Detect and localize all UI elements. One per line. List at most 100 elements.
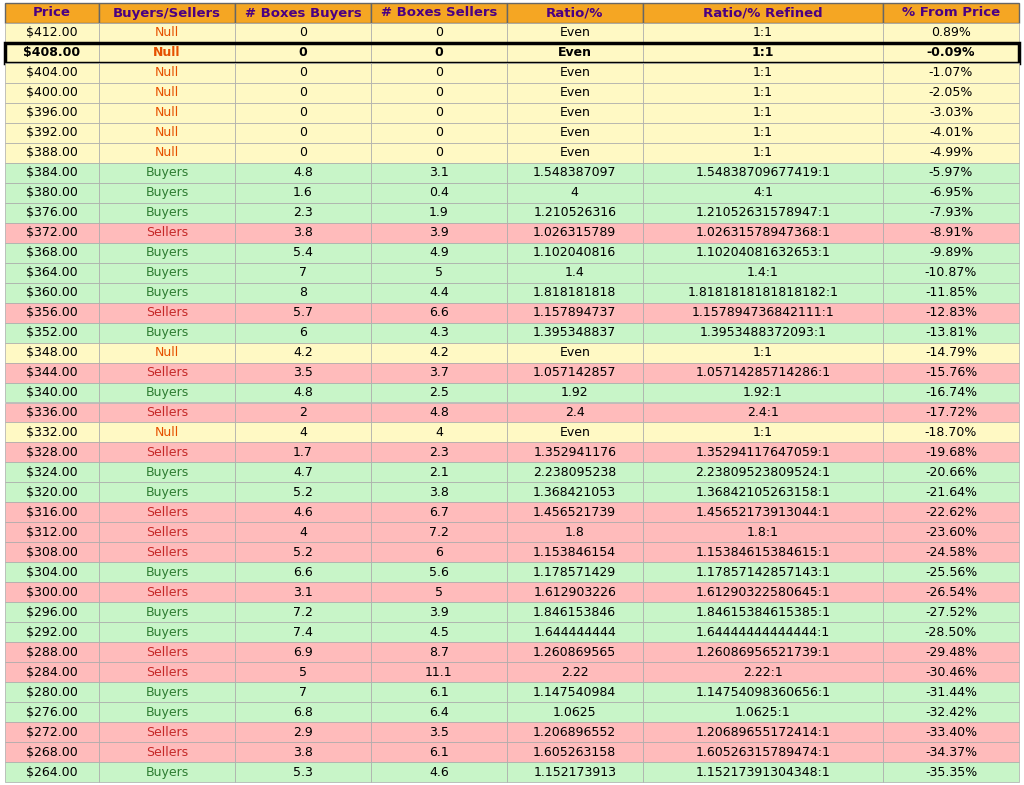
Bar bbox=[5, 143, 99, 162]
Bar bbox=[99, 243, 234, 263]
Bar bbox=[371, 742, 507, 762]
Text: 1.45652173913044:1: 1.45652173913044:1 bbox=[695, 506, 830, 519]
Bar bbox=[5, 63, 99, 83]
Text: Even: Even bbox=[559, 126, 590, 140]
Text: 5.4: 5.4 bbox=[293, 246, 313, 259]
Bar bbox=[507, 43, 643, 63]
Bar bbox=[99, 43, 234, 63]
Text: 0: 0 bbox=[299, 27, 307, 39]
Text: 0.89%: 0.89% bbox=[931, 27, 971, 39]
Text: 1.0625: 1.0625 bbox=[553, 706, 597, 718]
Text: 0: 0 bbox=[299, 107, 307, 119]
Text: $344.00: $344.00 bbox=[27, 366, 78, 379]
Bar bbox=[371, 602, 507, 623]
Bar bbox=[883, 162, 1019, 183]
Bar bbox=[234, 263, 371, 283]
Bar bbox=[507, 462, 643, 483]
Text: -0.09%: -0.09% bbox=[927, 46, 975, 60]
Bar bbox=[507, 183, 643, 203]
Bar bbox=[371, 363, 507, 382]
Bar bbox=[883, 562, 1019, 582]
Bar bbox=[234, 722, 371, 742]
Bar bbox=[5, 43, 1019, 63]
Bar bbox=[5, 203, 99, 223]
Bar bbox=[883, 63, 1019, 83]
Bar bbox=[234, 742, 371, 762]
Text: 5: 5 bbox=[299, 666, 307, 679]
Bar bbox=[883, 682, 1019, 702]
Text: 1.395348837: 1.395348837 bbox=[534, 326, 616, 339]
Text: 6.1: 6.1 bbox=[429, 685, 449, 699]
Text: Buyers: Buyers bbox=[145, 386, 188, 399]
Bar bbox=[5, 403, 99, 422]
Text: Null: Null bbox=[155, 67, 179, 79]
Bar bbox=[883, 203, 1019, 223]
Bar bbox=[371, 342, 507, 363]
Bar bbox=[5, 443, 99, 462]
Bar bbox=[643, 443, 883, 462]
Bar bbox=[234, 602, 371, 623]
Text: 1.17857142857143:1: 1.17857142857143:1 bbox=[695, 566, 830, 579]
Text: -19.68%: -19.68% bbox=[925, 446, 977, 459]
Text: 0: 0 bbox=[299, 146, 307, 159]
Bar bbox=[99, 3, 234, 23]
Text: 1.35294117647059:1: 1.35294117647059:1 bbox=[695, 446, 830, 459]
Text: -4.01%: -4.01% bbox=[929, 126, 973, 140]
Bar bbox=[371, 623, 507, 642]
Bar bbox=[99, 162, 234, 183]
Text: -34.37%: -34.37% bbox=[925, 746, 977, 758]
Text: -32.42%: -32.42% bbox=[925, 706, 977, 718]
Text: 5.3: 5.3 bbox=[293, 765, 313, 779]
Bar bbox=[507, 762, 643, 782]
Bar bbox=[507, 3, 643, 23]
Text: 1.210526316: 1.210526316 bbox=[534, 206, 616, 219]
Bar bbox=[507, 682, 643, 702]
Bar bbox=[99, 323, 234, 342]
Bar bbox=[883, 403, 1019, 422]
Bar bbox=[234, 203, 371, 223]
Text: 1.4: 1.4 bbox=[565, 266, 585, 279]
Bar bbox=[643, 143, 883, 162]
Text: 0: 0 bbox=[299, 86, 307, 100]
Text: $328.00: $328.00 bbox=[27, 446, 78, 459]
Text: Buyers: Buyers bbox=[145, 287, 188, 299]
Bar bbox=[371, 403, 507, 422]
Bar bbox=[371, 323, 507, 342]
Text: 11.1: 11.1 bbox=[425, 666, 453, 679]
Text: $368.00: $368.00 bbox=[27, 246, 78, 259]
Bar bbox=[234, 323, 371, 342]
Bar bbox=[643, 243, 883, 263]
Bar bbox=[883, 483, 1019, 502]
Bar bbox=[234, 143, 371, 162]
Bar bbox=[99, 342, 234, 363]
Bar bbox=[234, 363, 371, 382]
Bar bbox=[643, 762, 883, 782]
Bar bbox=[5, 602, 99, 623]
Text: 1.846153846: 1.846153846 bbox=[534, 606, 616, 619]
Text: 6: 6 bbox=[435, 546, 442, 559]
Bar bbox=[99, 83, 234, 103]
Bar bbox=[234, 762, 371, 782]
Bar bbox=[883, 582, 1019, 602]
Text: 4.4: 4.4 bbox=[429, 287, 449, 299]
Text: Buyers: Buyers bbox=[145, 246, 188, 259]
Text: 1.02631578947368:1: 1.02631578947368:1 bbox=[695, 226, 830, 239]
Text: 6.9: 6.9 bbox=[293, 646, 312, 659]
Text: 1:1: 1:1 bbox=[753, 67, 773, 79]
Bar bbox=[99, 422, 234, 443]
Bar bbox=[883, 3, 1019, 23]
Bar bbox=[234, 443, 371, 462]
Text: 1.36842105263158:1: 1.36842105263158:1 bbox=[695, 486, 830, 499]
Bar bbox=[643, 682, 883, 702]
Text: $364.00: $364.00 bbox=[27, 266, 78, 279]
Bar bbox=[371, 522, 507, 542]
Bar bbox=[371, 143, 507, 162]
Text: Even: Even bbox=[558, 46, 592, 60]
Bar bbox=[234, 382, 371, 403]
Text: $392.00: $392.00 bbox=[27, 126, 78, 140]
Bar bbox=[99, 263, 234, 283]
Bar bbox=[883, 663, 1019, 682]
Bar bbox=[234, 243, 371, 263]
Text: 1.368421053: 1.368421053 bbox=[534, 486, 616, 499]
Text: 1.153846154: 1.153846154 bbox=[534, 546, 616, 559]
